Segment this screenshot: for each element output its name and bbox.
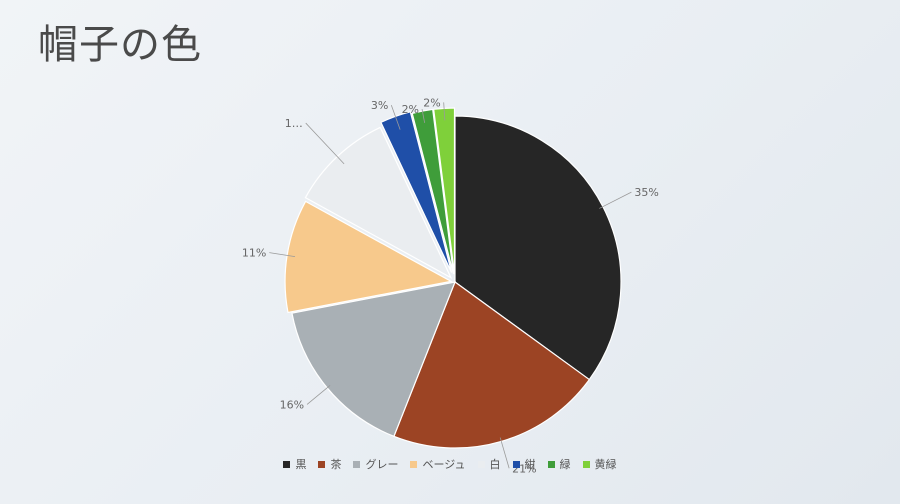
leader-line [499,437,510,469]
leader-line [306,384,331,405]
chart-legend: 黒 茶 グレー ベージュ 白 紺 緑 黄緑 [0,456,900,472]
legend-swatch [283,460,291,468]
leader-line [305,122,345,165]
slice-label: 2% [402,103,419,116]
legend-label: ベージュ [422,458,466,471]
legend-item: 黄緑 [582,456,617,472]
legend-item: 紺 [512,456,536,472]
legend-label: 黄緑 [594,458,617,471]
leader-line [390,104,401,130]
leader-line [443,102,446,121]
slide-title: 帽子の色 [38,22,202,68]
legend-item: 緑 [547,456,571,472]
legend-label: 紺 [524,458,536,471]
legend-swatch [512,460,520,468]
legend-label: 白 [489,458,501,471]
legend-swatch [582,460,590,468]
leader-line [421,109,426,123]
slice-label: 1… [285,117,303,130]
leader-line [269,252,296,258]
legend-swatch [410,460,418,468]
legend-item: グレー [353,456,398,472]
legend-swatch [547,460,555,468]
slice-label: 2% [423,96,440,109]
legend-item: 黒 [283,456,306,472]
legend-item: ベージュ [410,456,466,472]
legend-label: グレー [365,458,399,471]
slice-label: 11% [242,247,266,260]
legend-item: 白 [477,456,501,472]
legend-label: 緑 [559,458,571,471]
leader-line [599,191,632,209]
legend-label: 茶 [330,458,342,471]
legend-item: 茶 [318,456,341,472]
slice-label: 35% [634,186,658,199]
slice-label: 16% [280,398,304,411]
legend-swatch [318,460,326,468]
legend-swatch [477,460,485,468]
slice-label: 3% [371,99,388,112]
legend-label: 黒 [295,458,307,471]
legend-swatch [353,460,361,468]
